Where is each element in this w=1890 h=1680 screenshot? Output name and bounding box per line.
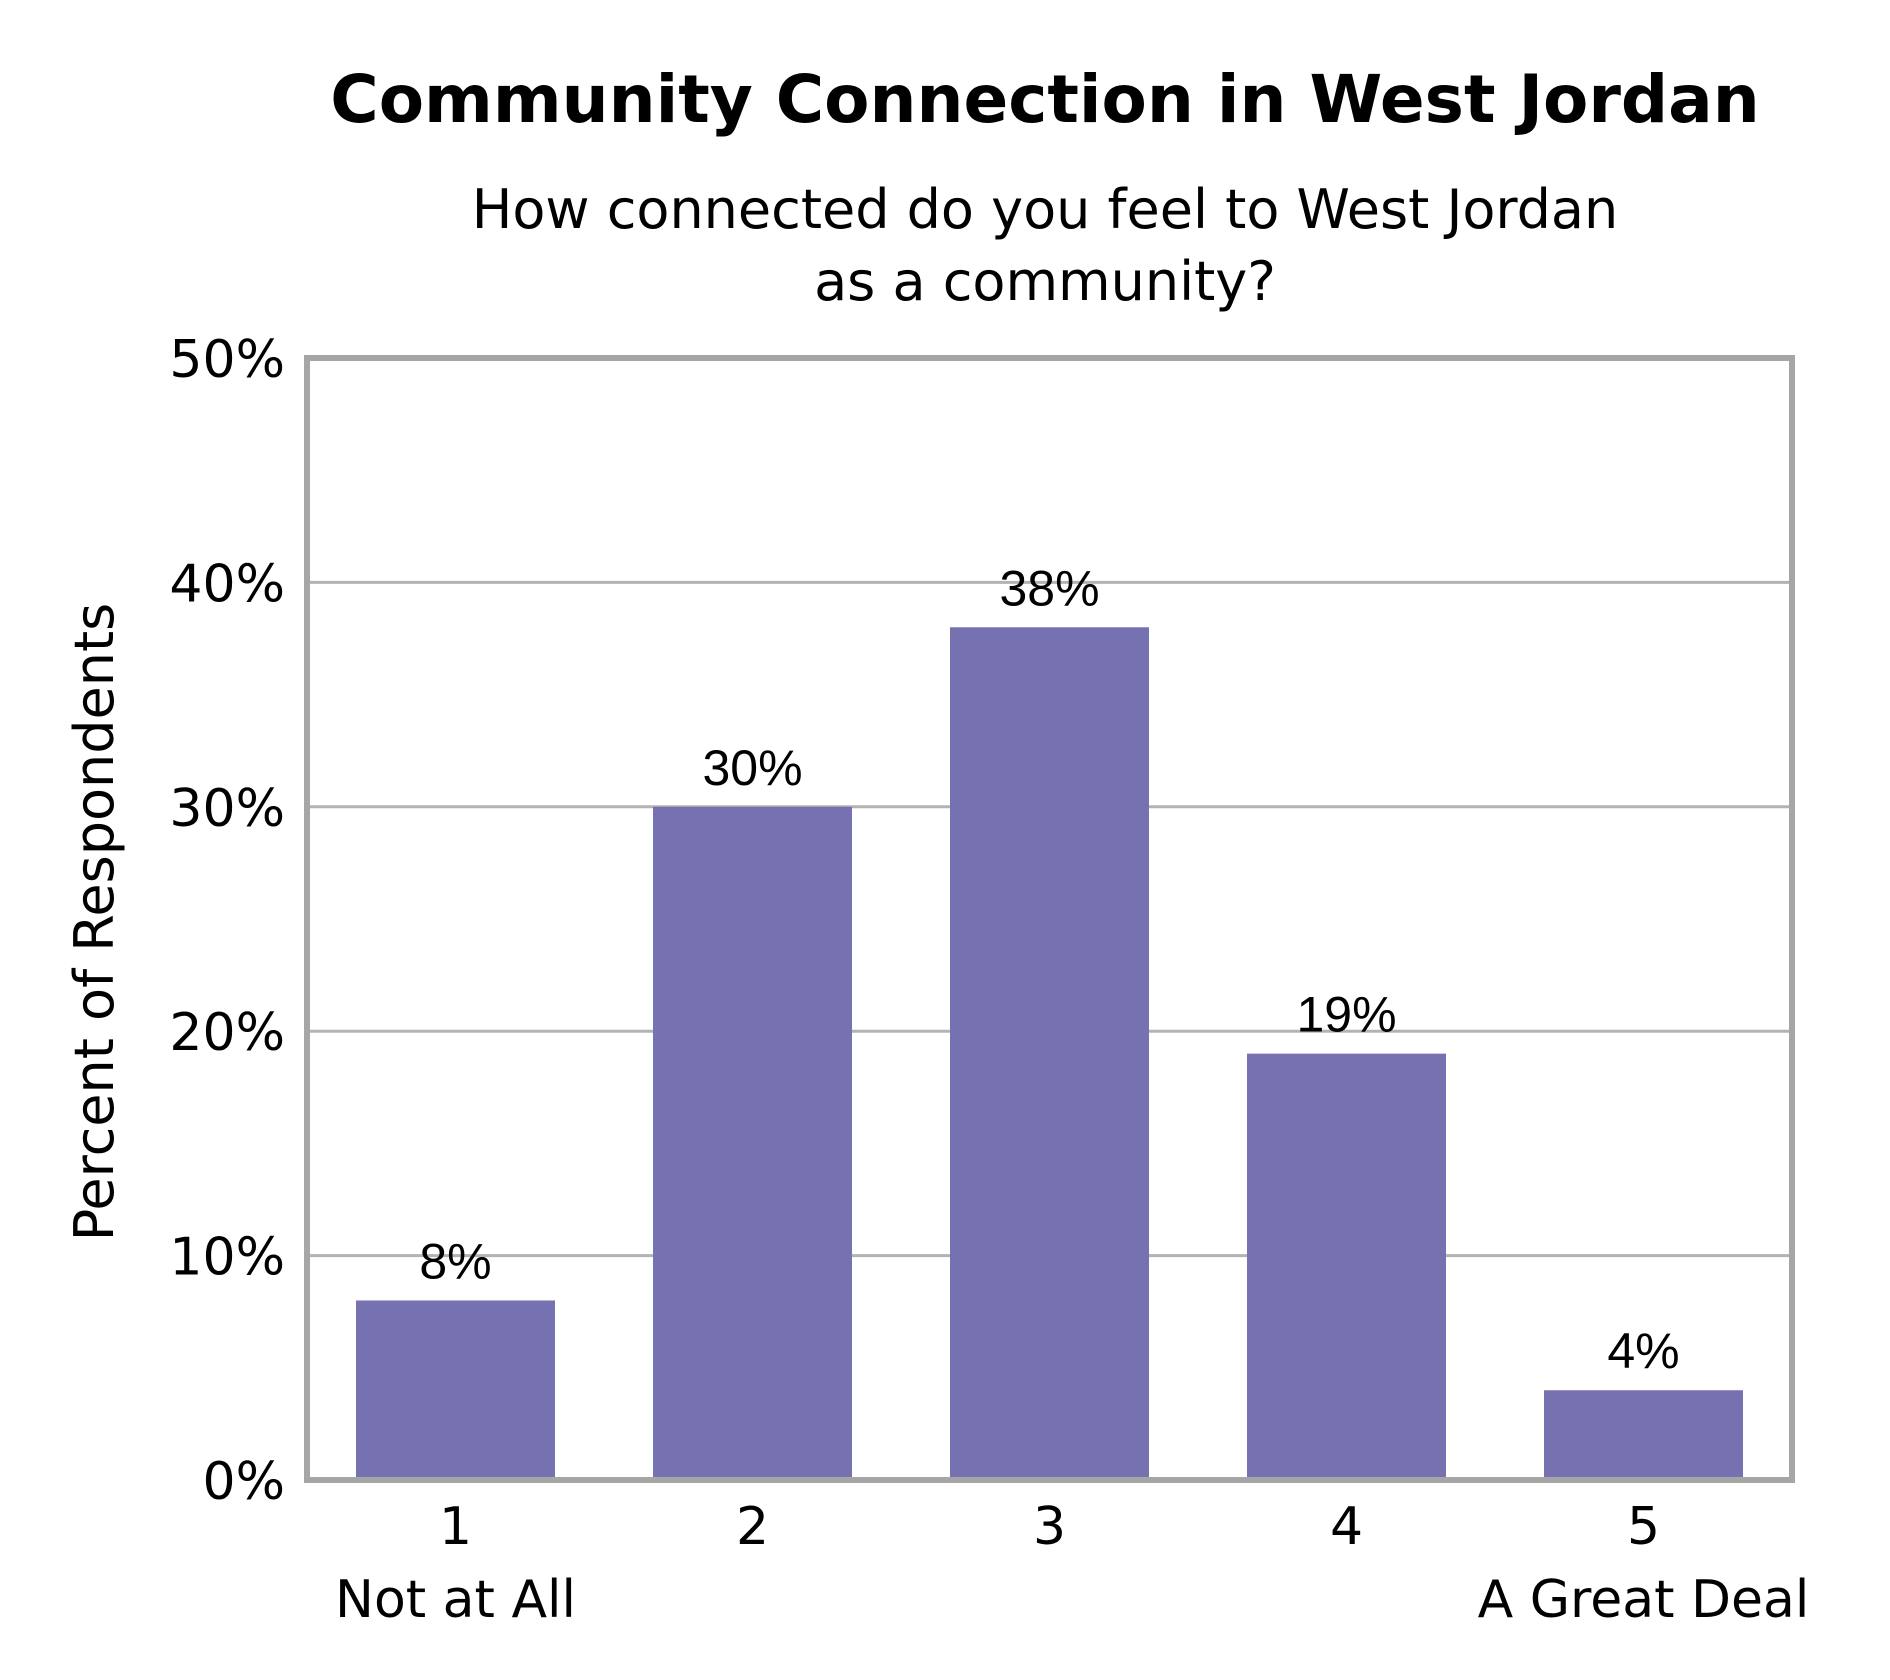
data-label-5: 4% bbox=[1607, 1323, 1679, 1379]
data-labels: 8% 30% 38% 19% 4% bbox=[419, 560, 1679, 1379]
bar-2 bbox=[653, 806, 852, 1480]
y-tick-label: 10% bbox=[169, 1228, 285, 1288]
y-tick-label: 40% bbox=[169, 554, 285, 614]
bars bbox=[356, 627, 1743, 1480]
x-tick-labels: 1 Not at All 2 3 4 5 A Great Deal bbox=[335, 1497, 1809, 1630]
bar-5 bbox=[1544, 1390, 1743, 1480]
chart-title: Community Connection in West Jordan bbox=[330, 61, 1759, 138]
y-tick-labels: 0% 10% 20% 30% 40% 50% bbox=[169, 330, 285, 1512]
x-tick-label-3: 3 bbox=[1033, 1497, 1066, 1557]
x-tick-label-1: 1 bbox=[439, 1497, 472, 1557]
data-label-4: 19% bbox=[1296, 987, 1396, 1043]
plot-frame bbox=[304, 355, 1795, 1483]
chart-subtitle-line-2: as a community? bbox=[814, 250, 1276, 313]
data-label-2: 30% bbox=[702, 740, 802, 796]
data-label-1: 8% bbox=[419, 1233, 491, 1289]
bar-3 bbox=[950, 627, 1149, 1480]
chart-subtitle-line-1: How connected do you feel to West Jordan bbox=[472, 178, 1619, 241]
y-tick-label: 0% bbox=[203, 1452, 286, 1512]
x-tick-sublabel-1: Not at All bbox=[335, 1570, 576, 1630]
x-tick-label-5: 5 bbox=[1627, 1497, 1660, 1557]
x-tick-label-4: 4 bbox=[1330, 1497, 1363, 1557]
data-label-3: 38% bbox=[999, 560, 1099, 616]
x-tick-sublabel-5: A Great Deal bbox=[1478, 1570, 1810, 1630]
y-tick-label: 20% bbox=[169, 1003, 285, 1063]
x-tick-label-2: 2 bbox=[736, 1497, 769, 1557]
y-axis-label: Percent of Respondents bbox=[63, 603, 126, 1242]
bar-4 bbox=[1247, 1053, 1446, 1480]
y-tick-label: 50% bbox=[169, 330, 285, 390]
bar-1 bbox=[356, 1300, 555, 1480]
y-tick-label: 30% bbox=[169, 779, 285, 839]
